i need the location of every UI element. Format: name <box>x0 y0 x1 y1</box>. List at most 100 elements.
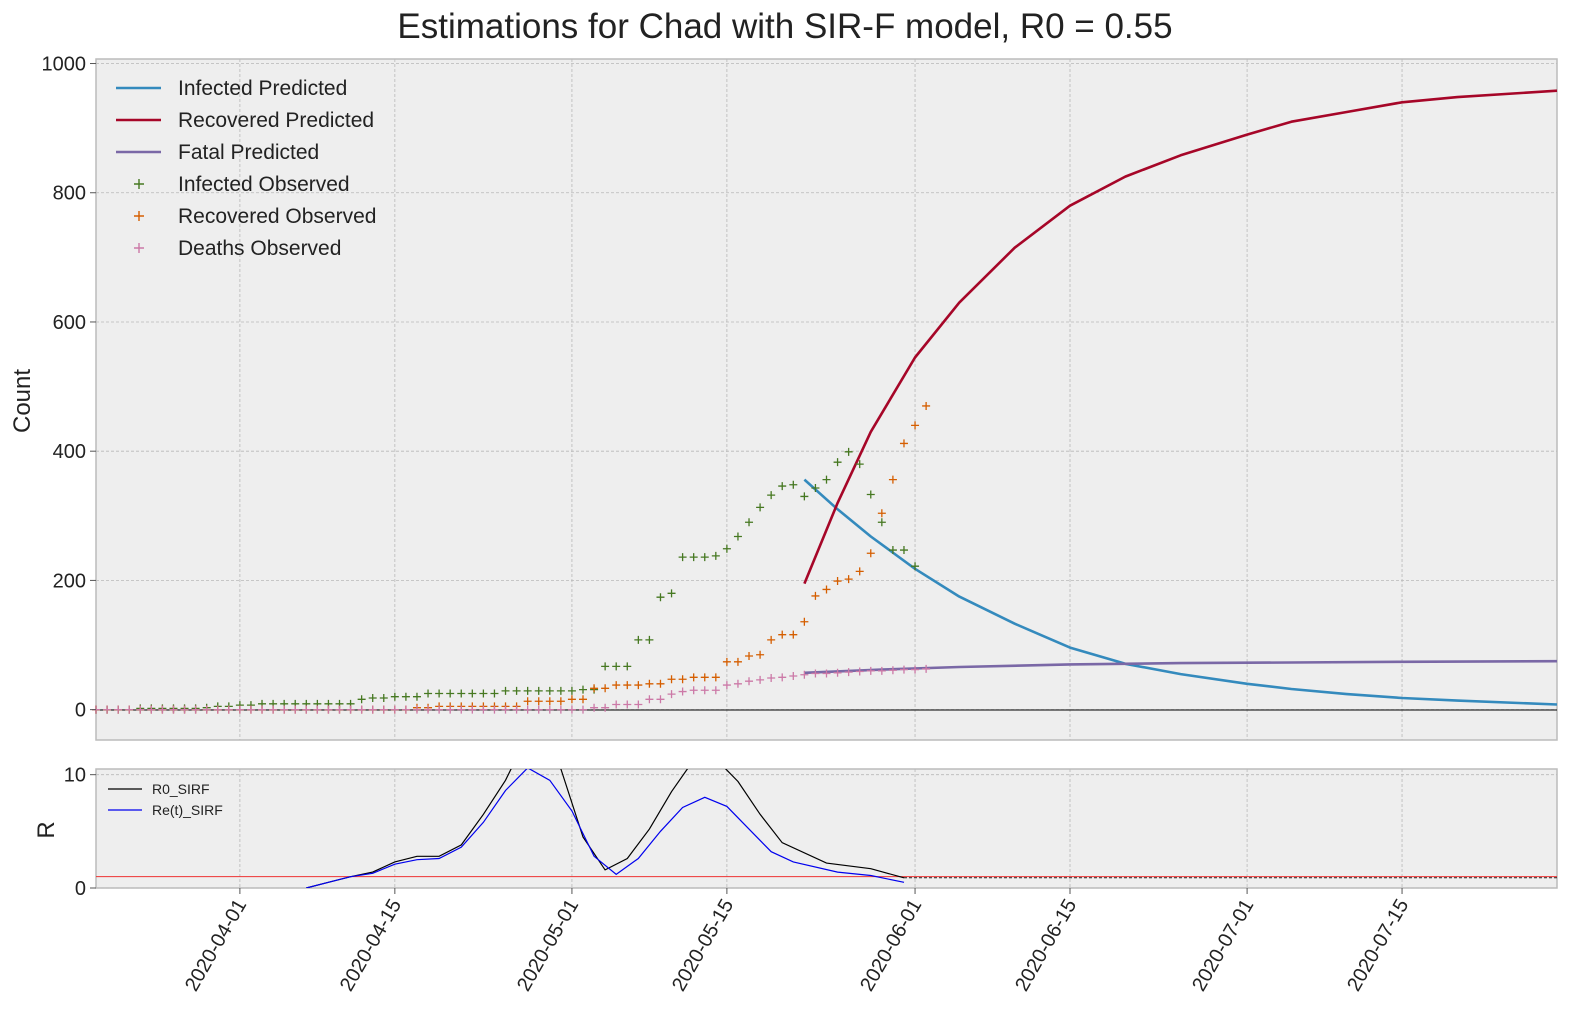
r-series <box>96 769 1557 888</box>
r-legend: R0_SIRF Re(t)_SIRF <box>108 781 223 818</box>
data-point <box>258 705 267 714</box>
data-point <box>899 439 908 448</box>
main-y-axis-label: Count <box>9 369 36 433</box>
data-point <box>866 490 875 499</box>
data-point <box>601 703 610 712</box>
data-point <box>612 681 621 690</box>
r-y-axis-label: R <box>33 821 60 838</box>
data-point <box>789 480 798 489</box>
data-point <box>689 673 698 682</box>
data-point <box>844 447 853 456</box>
x-tick-label: 2020-05-15 <box>668 896 738 996</box>
data-point <box>512 705 521 714</box>
data-point <box>800 617 809 626</box>
legend-swatch <box>134 179 144 189</box>
data-point <box>556 697 565 706</box>
data-point <box>656 695 665 704</box>
data-point <box>922 664 931 673</box>
data-point <box>435 705 444 714</box>
legend-label: Deaths Observed <box>178 237 341 260</box>
data-point <box>534 697 543 706</box>
data-point <box>412 705 421 714</box>
data-point <box>700 673 709 682</box>
data-point <box>335 705 344 714</box>
r-panel: 0 10 R R0_SIRF Re(t)_SIRF <box>33 765 1558 900</box>
r-series-line-1 <box>306 769 905 888</box>
x-tick-label: 2020-06-15 <box>1011 896 1081 996</box>
legend-label: Infected Observed <box>178 173 350 196</box>
data-point <box>457 705 466 714</box>
data-point <box>911 665 920 674</box>
data-point <box>224 705 233 714</box>
main-y-ticks: 0 200 400 600 800 1000 <box>42 54 96 722</box>
data-point <box>656 679 665 688</box>
data-point <box>379 694 388 703</box>
main-series <box>92 89 1558 714</box>
data-point <box>767 491 776 500</box>
data-point <box>202 705 211 714</box>
data-point <box>601 684 610 693</box>
data-point <box>556 705 565 714</box>
data-point <box>390 692 399 701</box>
data-point <box>745 652 754 661</box>
data-point <box>667 589 676 598</box>
chart-title: Estimations for Chad with SIR-F model, R… <box>397 7 1172 46</box>
data-point <box>545 705 554 714</box>
data-point <box>844 668 853 677</box>
data-point <box>357 695 366 704</box>
main-y-tick-label: 1000 <box>42 54 87 76</box>
data-point <box>700 553 709 562</box>
data-point <box>313 705 322 714</box>
data-point <box>877 518 886 527</box>
data-point <box>612 700 621 709</box>
data-point <box>169 705 178 714</box>
data-point <box>833 668 842 677</box>
main-legend: Infected Predicted Recovered Predicted Fat… <box>116 77 376 260</box>
main-y-tick-label: 0 <box>75 700 86 722</box>
series-markers-5 <box>92 664 931 714</box>
data-point <box>678 687 687 696</box>
data-point <box>645 679 654 688</box>
data-point <box>534 705 543 714</box>
data-point <box>523 705 532 714</box>
data-point <box>678 553 687 562</box>
data-point <box>545 697 554 706</box>
x-tick-label: 2020-07-01 <box>1188 896 1258 996</box>
data-point <box>114 705 123 714</box>
legend-label: Recovered Predicted <box>178 109 374 132</box>
data-point <box>556 686 565 695</box>
data-point <box>667 675 676 684</box>
data-point <box>745 677 754 686</box>
data-point <box>512 686 521 695</box>
data-point <box>623 681 632 690</box>
data-point <box>811 484 820 493</box>
data-point <box>579 685 587 694</box>
data-point <box>767 673 776 682</box>
data-point <box>302 705 311 714</box>
data-point <box>689 553 698 562</box>
data-point <box>756 650 765 659</box>
data-point <box>711 551 720 560</box>
data-point <box>468 689 477 698</box>
data-point <box>147 705 156 714</box>
data-point <box>911 562 920 571</box>
data-point <box>523 686 532 695</box>
x-axis-ticks: 2020-04-01 2020-04-15 2020-05-01 2020-05-15… <box>181 888 1413 995</box>
data-point <box>822 669 831 678</box>
data-point <box>877 509 886 518</box>
data-point <box>446 689 455 698</box>
data-point <box>424 705 433 714</box>
data-point <box>567 686 576 695</box>
main-y-tick-label: 400 <box>53 441 86 463</box>
data-point <box>888 666 897 675</box>
data-point <box>180 705 189 714</box>
r-y-tick-label: 10 <box>64 765 86 787</box>
data-point <box>722 681 731 690</box>
data-point <box>446 705 455 714</box>
main-plot-area <box>95 58 1558 741</box>
data-point <box>623 700 632 709</box>
x-tick-label: 2020-05-01 <box>513 896 583 996</box>
data-point <box>291 705 300 714</box>
data-point <box>623 662 632 671</box>
